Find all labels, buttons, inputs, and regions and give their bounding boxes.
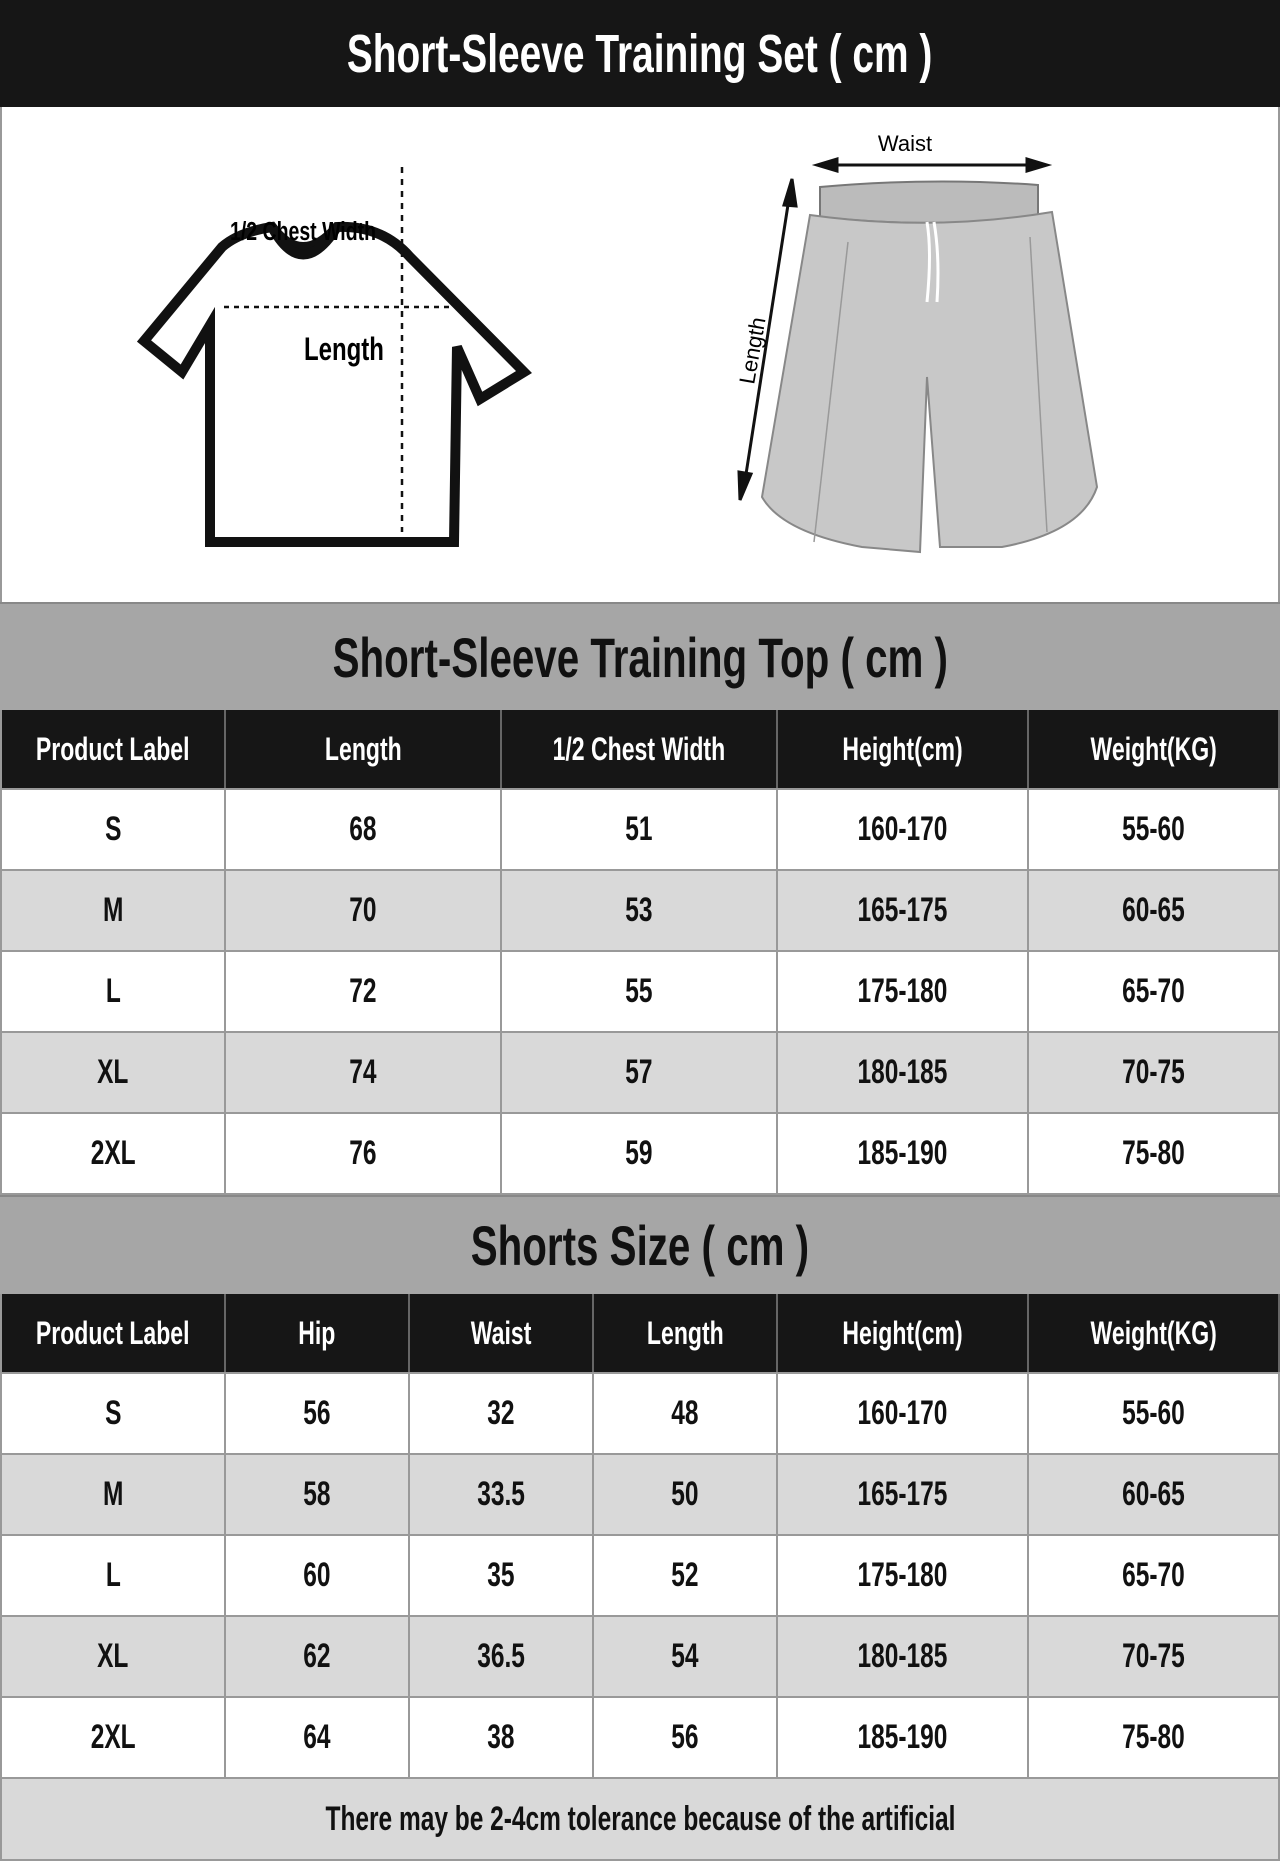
table-cell: L <box>0 1536 226 1615</box>
table-header: Product Label Length 1/2 Chest Width Hei… <box>0 710 1280 790</box>
table-cell: XL <box>0 1033 226 1112</box>
illustration-panel: 1/2 Chest Width Length Waist Length <box>0 107 1280 602</box>
table-cell: 60-65 <box>1029 1455 1280 1534</box>
table-cell: 38 <box>410 1698 594 1777</box>
table-cell: 56 <box>226 1374 410 1453</box>
table-cell: 32 <box>410 1374 594 1453</box>
header-cell: Weight(KG) <box>1029 710 1280 788</box>
garment-diagrams: 1/2 Chest Width Length Waist Length <box>136 131 1099 554</box>
table-row: XL 62 36.5 54 180-185 70-75 <box>0 1617 1280 1698</box>
table-cell: XL <box>0 1617 226 1696</box>
table-cell: 65-70 <box>1029 1536 1280 1615</box>
table-cell: 48 <box>594 1374 778 1453</box>
table-cell: 55-60 <box>1029 790 1280 869</box>
table-cell: 60 <box>226 1536 410 1615</box>
table-cell: 55 <box>502 952 778 1031</box>
table-row: M 70 53 165-175 60-65 <box>0 871 1280 952</box>
table-cell: 185-190 <box>778 1114 1029 1193</box>
table-cell: 160-170 <box>778 790 1029 869</box>
shirt-illustration <box>136 167 532 547</box>
length-arrow-icon <box>737 178 798 501</box>
table-cell: 59 <box>502 1114 778 1193</box>
waist-arrow-icon <box>811 156 1053 174</box>
shirt-length-label: Length <box>304 331 384 367</box>
table-cell: 62 <box>226 1617 410 1696</box>
header-cell: Product Label <box>0 710 226 788</box>
table-cell: 55-60 <box>1029 1374 1280 1453</box>
header-cell: Height(cm) <box>778 1294 1029 1372</box>
table-row: XL 74 57 180-185 70-75 <box>0 1033 1280 1114</box>
top-size-table: Product Label Length 1/2 Chest Width Hei… <box>0 710 1280 1195</box>
table-cell: 57 <box>502 1033 778 1112</box>
table-row: 2XL 64 38 56 185-190 75-80 <box>0 1698 1280 1779</box>
table-row: S 68 51 160-170 55-60 <box>0 790 1280 871</box>
table-cell: 33.5 <box>410 1455 594 1534</box>
table-cell: 54 <box>594 1617 778 1696</box>
table-cell: 2XL <box>0 1698 226 1777</box>
table-cell: 75-80 <box>1029 1698 1280 1777</box>
header-cell: Height(cm) <box>778 710 1029 788</box>
table-cell: 180-185 <box>778 1033 1029 1112</box>
header-cell: Waist <box>410 1294 594 1372</box>
shorts-illustration <box>760 180 1099 554</box>
table-row: S 56 32 48 160-170 55-60 <box>0 1374 1280 1455</box>
header-cell: 1/2 Chest Width <box>502 710 778 788</box>
table-cell: L <box>0 952 226 1031</box>
table-cell: S <box>0 790 226 869</box>
table-cell: 35 <box>410 1536 594 1615</box>
table-cell: 52 <box>594 1536 778 1615</box>
header-cell: Length <box>226 710 502 788</box>
table-row: 2XL 76 59 185-190 75-80 <box>0 1114 1280 1195</box>
shorts-waist-label: Waist <box>878 131 932 156</box>
table-cell: 50 <box>594 1455 778 1534</box>
table-cell: 58 <box>226 1455 410 1534</box>
table-cell: 2XL <box>0 1114 226 1193</box>
table-cell: 68 <box>226 790 502 869</box>
shirt-chest-label: 1/2 Chest Width <box>230 216 376 245</box>
table-cell: 180-185 <box>778 1617 1029 1696</box>
table-cell: 70-75 <box>1029 1617 1280 1696</box>
table-cell: 175-180 <box>778 1536 1029 1615</box>
header-cell: Weight(KG) <box>1029 1294 1280 1372</box>
table-cell: 65-70 <box>1029 952 1280 1031</box>
table-cell: 76 <box>226 1114 502 1193</box>
table-row: L 72 55 175-180 65-70 <box>0 952 1280 1033</box>
table-row: L 60 35 52 175-180 65-70 <box>0 1536 1280 1617</box>
table-row: M 58 33.5 50 165-175 60-65 <box>0 1455 1280 1536</box>
header-cell: Hip <box>226 1294 410 1372</box>
table-cell: 165-175 <box>778 871 1029 950</box>
table-cell: 72 <box>226 952 502 1031</box>
header-cell: Product Label <box>0 1294 226 1372</box>
shorts-size-table: Product Label Hip Waist Length Height(cm… <box>0 1294 1280 1779</box>
table-cell: 160-170 <box>778 1374 1029 1453</box>
table-header: Product Label Hip Waist Length Height(cm… <box>0 1294 1280 1374</box>
table-cell: 75-80 <box>1029 1114 1280 1193</box>
tolerance-note: There may be 2-4cm tolerance because of … <box>0 1779 1280 1861</box>
table-cell: 185-190 <box>778 1698 1029 1777</box>
table-cell: 51 <box>502 790 778 869</box>
table-cell: 56 <box>594 1698 778 1777</box>
table-cell: 64 <box>226 1698 410 1777</box>
table-cell: 70-75 <box>1029 1033 1280 1112</box>
table-cell: M <box>0 1455 226 1534</box>
top-section-title: Short-Sleeve Training Top ( cm ) <box>0 602 1280 710</box>
page-title: Short-Sleeve Training Set ( cm ) <box>0 0 1280 107</box>
table-cell: 74 <box>226 1033 502 1112</box>
table-cell: 165-175 <box>778 1455 1029 1534</box>
shorts-section-title: Shorts Size ( cm ) <box>0 1195 1280 1294</box>
table-cell: 175-180 <box>778 952 1029 1031</box>
table-cell: M <box>0 871 226 950</box>
table-cell: 60-65 <box>1029 871 1280 950</box>
table-cell: S <box>0 1374 226 1453</box>
table-cell: 36.5 <box>410 1617 594 1696</box>
header-cell: Length <box>594 1294 778 1372</box>
table-cell: 70 <box>226 871 502 950</box>
table-cell: 53 <box>502 871 778 950</box>
